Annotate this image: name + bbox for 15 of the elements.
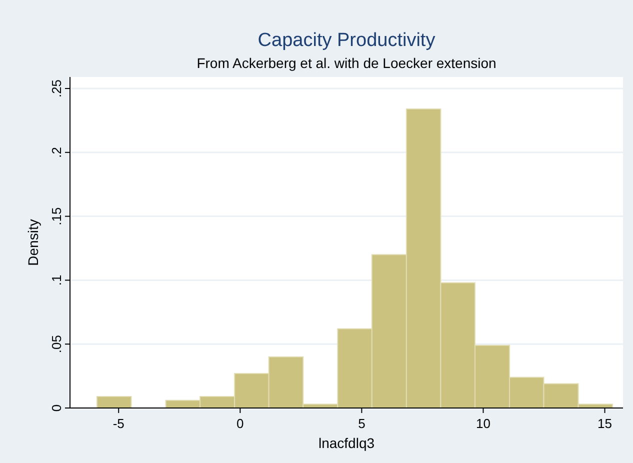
chart-title: Capacity Productivity (258, 30, 436, 51)
x-tick-label: 5 (358, 416, 366, 431)
y-tick-label: 0 (49, 404, 64, 412)
x-tick-label: 10 (476, 416, 490, 431)
x-axis-title: lnacfdlq3 (318, 435, 375, 451)
x-tick-label: -5 (112, 416, 124, 431)
x-tick-label: 15 (598, 416, 612, 431)
y-tick-label: .2 (49, 146, 64, 158)
chart-subtitle: From Ackerberg et al. with de Loecker extension (196, 55, 496, 71)
y-tick-label: .15 (49, 207, 64, 226)
y-tick-label: .1 (49, 274, 64, 286)
y-tick-label: .25 (49, 79, 64, 98)
y-axis-title: Density (25, 219, 41, 266)
y-tick-label: .05 (49, 335, 64, 354)
x-tick-label: 0 (236, 416, 244, 431)
